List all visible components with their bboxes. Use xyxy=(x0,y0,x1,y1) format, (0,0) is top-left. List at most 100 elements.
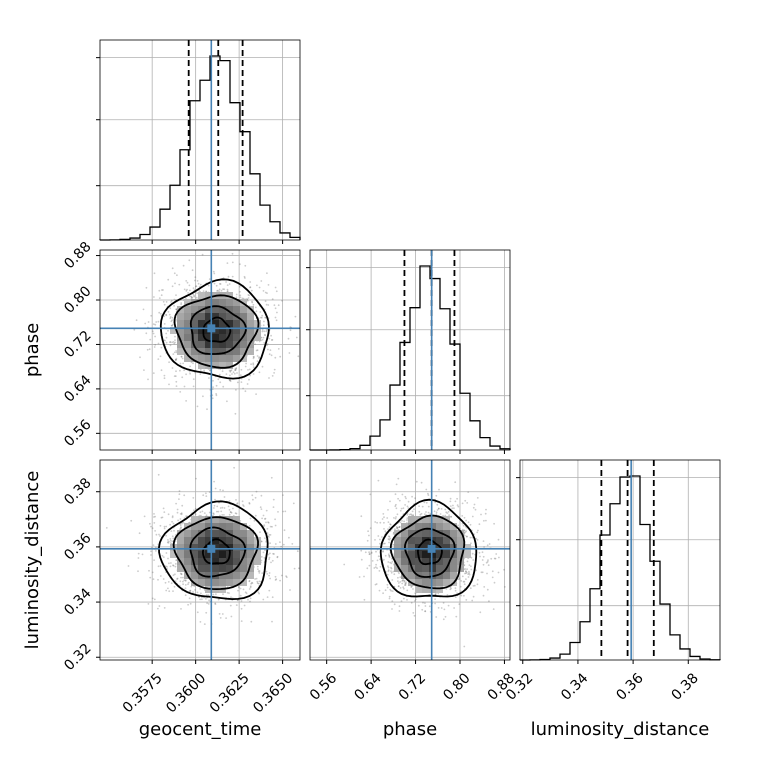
density-cell-geocent_time-vs-luminosity_distance xyxy=(219,579,226,586)
scatter-point-phase-vs-luminosity_distance xyxy=(467,576,470,578)
scatter-point-phase-vs-luminosity_distance xyxy=(388,535,391,538)
scatter-point-phase-vs-luminosity_distance xyxy=(388,597,391,600)
density-cell-phase-vs-luminosity_distance xyxy=(443,551,450,558)
density-cell-geocent_time-vs-phase xyxy=(212,362,219,369)
scatter-point-geocent_time-vs-luminosity_distance xyxy=(257,591,260,594)
scatter-point-phase-vs-luminosity_distance xyxy=(377,535,380,537)
scatter-point-phase-vs-luminosity_distance xyxy=(396,526,399,529)
scatter-point-geocent_time-vs-luminosity_distance xyxy=(262,551,265,554)
scatter-point-phase-vs-luminosity_distance xyxy=(395,503,397,506)
scatter-point-phase-vs-luminosity_distance xyxy=(466,535,468,538)
scatter-point-geocent_time-vs-luminosity_distance xyxy=(105,527,108,529)
density-cell-geocent_time-vs-luminosity_distance xyxy=(240,572,247,579)
scatter-point-geocent_time-vs-luminosity_distance xyxy=(184,587,187,590)
scatter-point-geocent_time-vs-phase xyxy=(254,306,257,309)
scatter-point-phase-vs-luminosity_distance xyxy=(383,516,385,519)
density-cell-geocent_time-vs-phase xyxy=(198,355,205,362)
scatter-point-geocent_time-vs-phase xyxy=(169,307,172,310)
scatter-point-geocent_time-vs-phase xyxy=(185,373,188,376)
scatter-point-phase-vs-luminosity_distance xyxy=(402,507,405,510)
density-cell-phase-vs-luminosity_distance xyxy=(443,572,450,579)
scatter-point-phase-vs-luminosity_distance xyxy=(368,553,371,556)
density-cell-geocent_time-vs-luminosity_distance xyxy=(198,551,205,558)
scatter-point-geocent_time-vs-luminosity_distance xyxy=(260,540,263,543)
scatter-point-geocent_time-vs-luminosity_distance xyxy=(218,613,221,615)
scatter-point-phase-vs-luminosity_distance xyxy=(471,536,474,539)
scatter-point-geocent_time-vs-phase xyxy=(273,304,276,307)
scatter-point-geocent_time-vs-luminosity_distance xyxy=(229,511,232,513)
scatter-point-phase-vs-luminosity_distance xyxy=(473,503,476,506)
scatter-point-geocent_time-vs-luminosity_distance xyxy=(208,491,211,493)
scatter-point-geocent_time-vs-phase xyxy=(162,300,165,303)
scatter-point-phase-vs-luminosity_distance xyxy=(389,523,392,526)
scatter-point-geocent_time-vs-phase xyxy=(191,269,194,272)
scatter-point-geocent_time-vs-luminosity_distance xyxy=(163,511,166,513)
density-cell-phase-vs-luminosity_distance xyxy=(450,565,457,572)
scatter-point-geocent_time-vs-luminosity_distance xyxy=(196,591,199,594)
scatter-point-phase-vs-luminosity_distance xyxy=(368,534,370,537)
scatter-point-geocent_time-vs-phase xyxy=(242,387,245,390)
scatter-point-geocent_time-vs-phase xyxy=(171,319,174,322)
scatter-point-geocent_time-vs-luminosity_distance xyxy=(170,530,173,532)
scatter-point-geocent_time-vs-luminosity_distance xyxy=(240,620,243,622)
scatter-point-phase-vs-luminosity_distance xyxy=(389,500,391,503)
scatter-point-phase-vs-luminosity_distance xyxy=(486,560,489,563)
scatter-point-geocent_time-vs-luminosity_distance xyxy=(150,554,152,556)
scatter-point-phase-vs-luminosity_distance xyxy=(460,590,462,593)
density-cell-geocent_time-vs-phase xyxy=(212,306,219,313)
scatter-point-geocent_time-vs-phase xyxy=(219,283,221,285)
scatter-point-phase-vs-luminosity_distance xyxy=(457,505,460,508)
scatter-point-geocent_time-vs-luminosity_distance xyxy=(205,492,207,495)
scatter-point-geocent_time-vs-phase xyxy=(183,369,186,372)
scatter-point-phase-vs-luminosity_distance xyxy=(497,538,500,541)
scatter-point-phase-vs-luminosity_distance xyxy=(387,561,390,563)
scatter-point-geocent_time-vs-phase xyxy=(253,356,255,358)
density-cell-geocent_time-vs-phase xyxy=(226,306,233,313)
scatter-point-geocent_time-vs-luminosity_distance xyxy=(173,529,175,532)
scatter-point-geocent_time-vs-phase xyxy=(190,295,193,298)
scatter-point-geocent_time-vs-luminosity_distance xyxy=(169,565,172,568)
density-cell-geocent_time-vs-luminosity_distance xyxy=(205,537,212,544)
scatter-point-geocent_time-vs-phase xyxy=(232,371,235,374)
scatter-point-phase-vs-luminosity_distance xyxy=(424,513,426,516)
scatter-point-geocent_time-vs-luminosity_distance xyxy=(214,602,217,605)
scatter-point-geocent_time-vs-phase xyxy=(261,365,264,368)
scatter-point-phase-vs-luminosity_distance xyxy=(388,595,391,598)
scatter-point-geocent_time-vs-luminosity_distance xyxy=(155,533,158,536)
scatter-point-geocent_time-vs-luminosity_distance xyxy=(266,596,269,598)
scatter-point-phase-vs-luminosity_distance xyxy=(450,516,452,518)
scatter-point-geocent_time-vs-phase xyxy=(213,282,216,285)
scatter-point-geocent_time-vs-phase xyxy=(274,316,277,319)
scatter-point-phase-vs-luminosity_distance xyxy=(476,583,479,586)
scatter-point-phase-vs-luminosity_distance xyxy=(371,560,374,562)
scatter-point-phase-vs-luminosity_distance xyxy=(455,615,458,618)
scatter-point-phase-vs-luminosity_distance xyxy=(397,585,400,588)
scatter-point-phase-vs-luminosity_distance xyxy=(488,543,491,545)
density-cell-geocent_time-vs-luminosity_distance xyxy=(198,579,205,586)
scatter-point-geocent_time-vs-phase xyxy=(199,373,202,375)
scatter-point-phase-vs-luminosity_distance xyxy=(461,502,464,505)
scatter-point-geocent_time-vs-phase xyxy=(167,278,170,281)
density-cell-phase-vs-luminosity_distance xyxy=(401,523,408,530)
density-cell-geocent_time-vs-luminosity_distance xyxy=(247,551,254,558)
density-cell-geocent_time-vs-phase xyxy=(205,306,212,313)
density-cell-geocent_time-vs-luminosity_distance xyxy=(205,551,212,558)
scatter-point-phase-vs-luminosity_distance xyxy=(470,542,472,545)
scatter-point-phase-vs-luminosity_distance xyxy=(412,588,414,590)
scatter-point-phase-vs-luminosity_distance xyxy=(494,557,497,560)
scatter-point-geocent_time-vs-phase xyxy=(189,289,191,292)
scatter-point-geocent_time-vs-phase xyxy=(202,290,205,292)
scatter-point-geocent_time-vs-phase xyxy=(182,362,185,365)
scatter-point-geocent_time-vs-luminosity_distance xyxy=(169,539,172,542)
scatter-point-phase-vs-luminosity_distance xyxy=(465,599,468,601)
scatter-point-geocent_time-vs-phase xyxy=(226,288,229,291)
scatter-point-geocent_time-vs-luminosity_distance xyxy=(150,525,152,528)
density-cell-phase-vs-luminosity_distance xyxy=(422,516,429,523)
scatter-point-geocent_time-vs-phase xyxy=(170,320,173,323)
scatter-point-phase-vs-luminosity_distance xyxy=(382,513,385,515)
scatter-point-phase-vs-luminosity_distance xyxy=(386,573,389,576)
scatter-point-geocent_time-vs-phase xyxy=(264,334,267,337)
scatter-point-geocent_time-vs-phase xyxy=(175,357,178,360)
scatter-point-geocent_time-vs-phase xyxy=(275,290,278,293)
scatter-point-geocent_time-vs-phase xyxy=(175,370,177,373)
